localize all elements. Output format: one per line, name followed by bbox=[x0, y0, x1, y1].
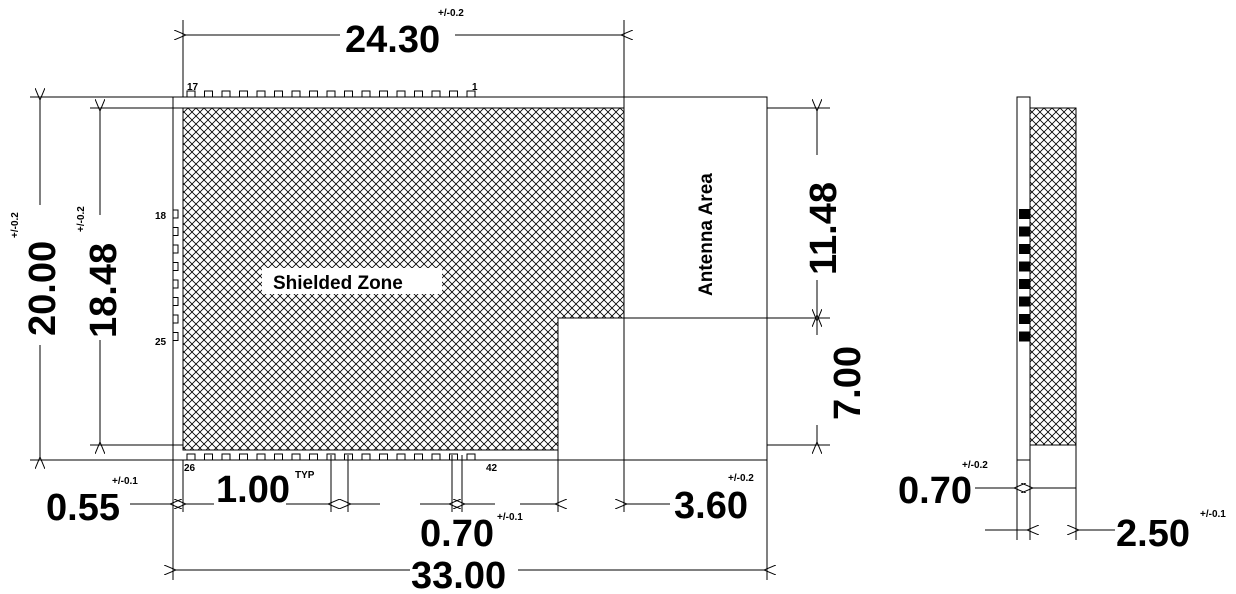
tol-thickness: +/-0.1 bbox=[1200, 509, 1226, 520]
side-pad bbox=[1019, 296, 1030, 307]
top-pads-outline bbox=[183, 90, 476, 98]
dim-pitch: 1.00 bbox=[216, 469, 290, 511]
dim-module-height: 20.00 bbox=[22, 241, 64, 336]
tol-shield-height: +/-0.2 bbox=[76, 206, 87, 232]
dim-shield-width: 24.30 bbox=[345, 19, 440, 61]
side-view-board bbox=[1016, 96, 1031, 461]
side-pad bbox=[1019, 209, 1030, 219]
dim-shield-height: 18.48 bbox=[83, 243, 125, 338]
side-pad bbox=[1019, 279, 1030, 289]
pin-42: 42 bbox=[486, 463, 498, 474]
top-pad-row bbox=[183, 90, 476, 98]
dim-antenna-width: 3.60 bbox=[674, 485, 748, 527]
side-pad bbox=[1019, 226, 1030, 237]
dim-module-width: 33.00 bbox=[411, 555, 506, 594]
dim-side-pad: 0.70 bbox=[898, 470, 972, 512]
side-pad bbox=[1019, 331, 1030, 342]
shielded-zone-label: Shielded Zone bbox=[273, 273, 403, 294]
tol-shield-width: +/-0.2 bbox=[438, 8, 464, 19]
tol-side-pad: +/-0.2 bbox=[962, 460, 988, 471]
side-view-pads bbox=[1019, 209, 1030, 342]
pin-25: 25 bbox=[155, 337, 167, 348]
pin-17: 17 bbox=[187, 82, 199, 93]
pin-18: 18 bbox=[155, 211, 167, 222]
dim-pad-width: 0.70 bbox=[420, 513, 494, 555]
pitch-typ-note: TYP bbox=[295, 470, 315, 481]
side-pad bbox=[1019, 314, 1030, 324]
side-pad bbox=[1019, 244, 1030, 254]
pin-1: 1 bbox=[472, 82, 478, 93]
side-pad bbox=[1019, 261, 1030, 272]
tol-edge-offset: +/-0.1 bbox=[112, 476, 138, 487]
tol-antenna-width: +/-0.2 bbox=[728, 473, 754, 484]
pin-26: 26 bbox=[184, 463, 196, 474]
bottom-pad-row bbox=[183, 453, 476, 461]
tol-pad-width: +/-0.1 bbox=[497, 512, 523, 523]
antenna-area-label: Antenna Area bbox=[696, 173, 717, 296]
dim-edge-offset: 0.55 bbox=[46, 487, 120, 529]
left-pad-row bbox=[172, 206, 179, 341]
side-view-shield bbox=[1029, 107, 1077, 446]
tol-module-height: +/-0.2 bbox=[10, 212, 21, 238]
dim-thickness: 2.50 bbox=[1116, 513, 1190, 555]
left-pads-outline bbox=[172, 206, 179, 341]
shielded-zone-label-bg bbox=[262, 268, 442, 294]
dim-antenna-lower: 7.00 bbox=[827, 346, 869, 420]
bottom-pads-outline bbox=[183, 453, 476, 461]
dim-antenna-upper: 11.48 bbox=[803, 182, 845, 275]
